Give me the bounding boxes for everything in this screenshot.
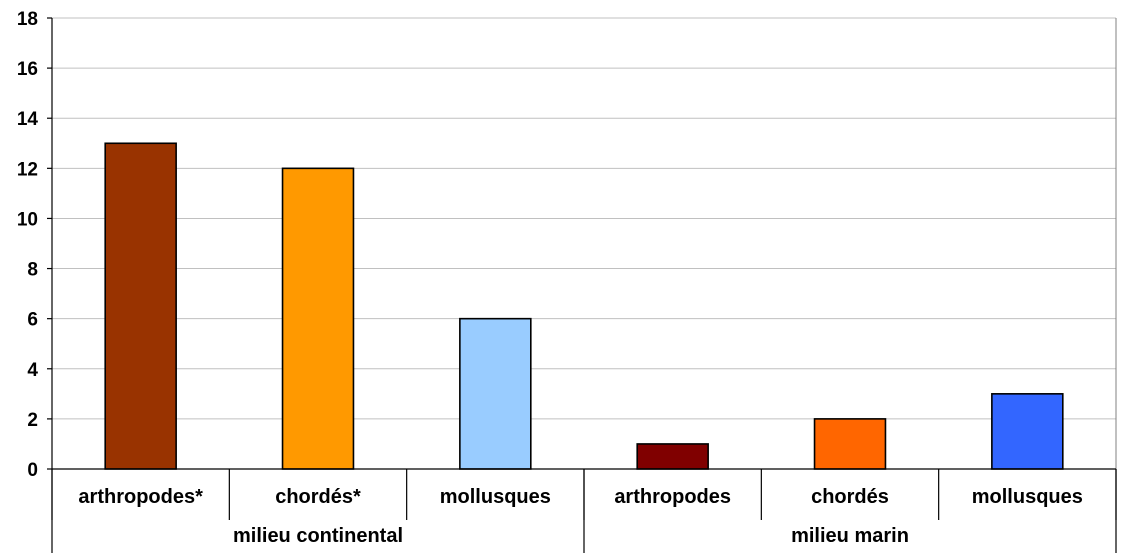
- bar-1: [104, 142, 177, 470]
- y-tick-label: 16: [17, 59, 38, 80]
- bar-3: [459, 317, 532, 470]
- y-tick-label: 18: [17, 9, 38, 30]
- y-tick-label: 10: [17, 209, 38, 230]
- y-tick-label: 2: [27, 410, 38, 431]
- bar-5: [813, 418, 887, 470]
- axes: [47, 17, 1117, 553]
- y-tick-label: 12: [17, 159, 38, 180]
- y-tick-label: 8: [27, 260, 38, 281]
- x-category-label: arthropodes*: [78, 486, 203, 508]
- labels: 0 2 4 6 8 10 12 14 16 18 arthropodes* chordés* mollu…: [17, 9, 1083, 547]
- x-category-label: arthropodes: [614, 486, 731, 508]
- x-category-label: mollusques: [440, 486, 551, 508]
- gridlines: [52, 17, 1116, 420]
- y-tick-label: 0: [27, 460, 38, 481]
- x-group-label: milieu marin: [791, 525, 909, 547]
- y-tick-label: 14: [17, 109, 39, 130]
- x-category-label: mollusques: [972, 486, 1083, 508]
- bar-4: [636, 443, 709, 470]
- x-category-label: chordés: [811, 486, 889, 508]
- y-tick-label: 6: [27, 310, 38, 331]
- bars: [104, 142, 1064, 470]
- bar-2: [281, 167, 355, 470]
- bar-6: [991, 393, 1064, 470]
- x-category-label: chordés*: [275, 486, 361, 508]
- y-tick-label: 4: [27, 360, 38, 381]
- x-group-label: milieu continental: [233, 525, 403, 547]
